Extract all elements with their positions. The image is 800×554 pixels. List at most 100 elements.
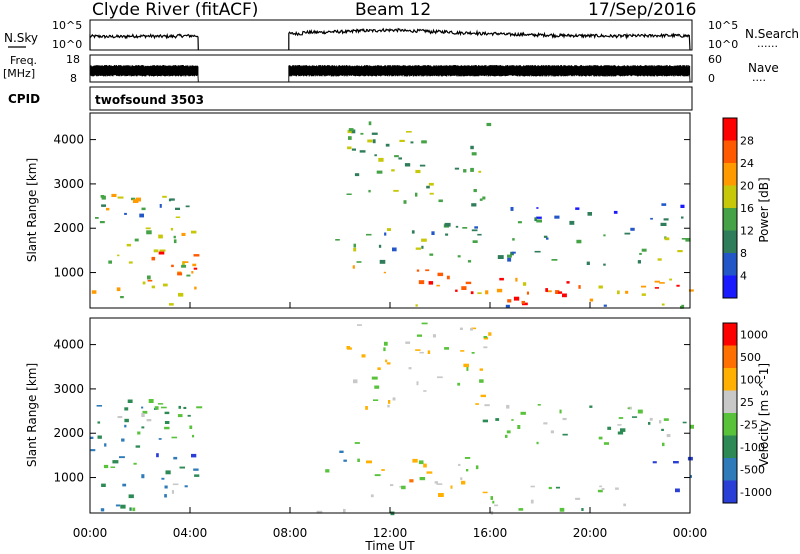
xtick-label: 00:00 — [73, 526, 108, 540]
scatter-cell — [537, 404, 541, 406]
scatter-cell — [507, 299, 512, 303]
scatter-cell — [661, 303, 665, 306]
scatter-cell — [95, 217, 99, 219]
scatter-cell — [191, 271, 194, 274]
scatter-cell — [117, 416, 123, 419]
date-title: 17/Sep/2016 — [588, 0, 696, 20]
scatter-cell — [603, 442, 609, 445]
colorbar-segment — [723, 480, 737, 504]
scatter-cell — [194, 286, 197, 290]
scatter-cell — [409, 479, 414, 483]
scatter-cell — [505, 304, 510, 308]
scatter-cell — [147, 275, 151, 280]
power-scatter — [91, 121, 694, 309]
scatter-cell — [506, 430, 511, 434]
scatter-cell — [536, 216, 542, 219]
scatter-cell — [175, 207, 180, 210]
scatter-cell — [474, 226, 478, 229]
scatter-cell — [543, 422, 548, 425]
scatter-cell — [454, 167, 460, 170]
scatter-cell — [378, 244, 382, 248]
scatter-cell — [183, 406, 187, 409]
scatter-cell — [650, 217, 653, 220]
scatter-cell — [385, 359, 388, 363]
scatter-cell — [346, 346, 351, 350]
scatter-cell — [482, 196, 486, 200]
noise-search-dots: ...... — [757, 37, 778, 50]
scatter-cell — [470, 291, 474, 295]
scatter-cell — [661, 203, 667, 206]
scatter-cell — [482, 419, 488, 423]
scatter-cell — [141, 474, 145, 479]
scatter-cell — [347, 130, 352, 134]
scatter-cell — [562, 417, 567, 421]
scatter-cell — [97, 421, 101, 424]
scatter-cell — [106, 207, 110, 211]
scatter-cell — [122, 483, 127, 487]
scatter-cell — [434, 481, 438, 484]
colorbar-tick: 12 — [740, 225, 754, 238]
scatter-cell — [659, 282, 665, 284]
scatter-cell — [408, 367, 412, 370]
scatter-cell — [446, 275, 450, 280]
scatter-cell — [680, 204, 685, 208]
frequency-segment-0 — [89, 64, 199, 83]
velocity-ylabel: Slant Range [km] — [25, 363, 39, 467]
scatter-cell — [484, 404, 490, 407]
scatter-cell — [398, 157, 402, 160]
scatter-cell — [428, 182, 434, 186]
scatter-cell — [680, 305, 684, 309]
scatter-cell — [183, 261, 189, 263]
scatter-cell — [164, 411, 170, 415]
time-axis: 00:00 04:00 08:00 12:00 16:00 20:00 00:00 — [73, 302, 707, 540]
xtick-label: 16:00 — [473, 526, 508, 540]
scatter-cell — [677, 250, 683, 253]
scatter-cell — [428, 281, 434, 285]
scatter-cell — [367, 139, 373, 143]
scatter-cell — [460, 477, 463, 480]
colorbar-segment — [723, 345, 737, 369]
scatter-cell — [161, 477, 165, 480]
scatter-cell — [134, 238, 139, 242]
scatter-cell — [116, 287, 121, 292]
scatter-cell — [479, 379, 484, 383]
scatter-cell — [479, 198, 483, 201]
scatter-cell — [536, 219, 542, 223]
scatter-cell — [470, 328, 473, 331]
time-axis-label: Time UT — [364, 539, 415, 553]
scatter-cell — [181, 264, 187, 268]
scatter-cell — [103, 464, 109, 469]
nave-dots: .... — [752, 71, 766, 84]
scatter-cell — [394, 155, 399, 158]
scatter-cell — [482, 491, 488, 494]
scatter-cell — [347, 146, 352, 150]
scatter-cell — [465, 281, 472, 285]
scatter-cell — [151, 285, 155, 289]
colorbar-segment — [723, 230, 737, 254]
scatter-cell — [385, 143, 390, 147]
scatter-cell — [603, 304, 607, 307]
scatter-cell — [466, 367, 469, 371]
scatter-cell — [473, 189, 477, 193]
scatter-cell — [360, 132, 364, 135]
scatter-cell — [421, 140, 427, 144]
scatter-cell — [124, 407, 129, 411]
scatter-cell — [457, 382, 461, 386]
beam-title: Beam 12 — [355, 0, 431, 20]
scatter-cell — [681, 238, 686, 240]
power-ylabel: Slant Range [km] — [25, 158, 39, 262]
scatter-cell — [663, 418, 669, 421]
scatter-cell — [142, 281, 146, 285]
scatter-cell — [173, 239, 177, 244]
scatter-cell — [526, 291, 529, 295]
scatter-cell — [164, 426, 170, 430]
scatter-cell — [163, 283, 168, 287]
scatter-cell — [353, 248, 357, 252]
scatter-cell — [128, 494, 134, 499]
scatter-cell — [578, 285, 581, 289]
scatter-cell — [641, 248, 647, 252]
scatter-cell — [623, 503, 626, 507]
xtick-label: 04:00 — [173, 526, 208, 540]
scatter-cell — [387, 404, 390, 408]
scatter-cell — [555, 486, 560, 489]
